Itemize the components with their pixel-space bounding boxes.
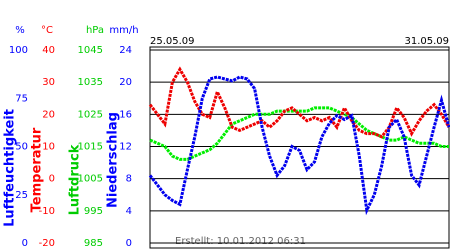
y-tick-label: 1015: [78, 142, 103, 153]
series-line: [148, 66, 450, 139]
y-tick-label: 985: [84, 238, 103, 249]
x-label-start: 25.05.09: [150, 36, 195, 47]
y-tick-label: 1005: [78, 174, 103, 185]
y-tick-label: 4: [126, 206, 132, 217]
y-tick-label: 20: [119, 77, 132, 88]
y-tick-label: 12: [119, 142, 132, 153]
plot-frame: [149, 46, 450, 249]
y-tick-label: 0: [49, 174, 55, 185]
series-line: [148, 75, 450, 216]
series-line: [149, 106, 449, 161]
y-tick-label: 24: [119, 45, 132, 56]
y-tick-label: 995: [84, 206, 103, 217]
axis-unit: hPa: [86, 25, 104, 36]
axis-unit: mm/h: [109, 25, 138, 36]
axis-title: Niederschlag: [106, 112, 121, 208]
y-tick-label: 10: [42, 142, 55, 153]
x-label-end: 31.05.09: [404, 36, 449, 47]
y-tick-label: 0: [22, 238, 28, 249]
y-tick-label: 50: [15, 142, 28, 153]
y-tick-label: 30: [42, 77, 55, 88]
y-tick-label: 1025: [78, 109, 103, 120]
y-tick-label: 25: [15, 190, 28, 201]
axis-unit: %: [15, 25, 25, 36]
y-tick-label: 1035: [78, 77, 103, 88]
y-tick-label: 75: [15, 93, 28, 104]
y-tick-label: 1045: [78, 45, 103, 56]
axis-title: Temperatur: [30, 127, 45, 212]
y-tick-label: 20: [42, 109, 55, 120]
y-tick-label: -20: [39, 238, 55, 249]
axis-title: Luftfeuchtigkeit: [3, 109, 18, 227]
y-tick-label: 0: [126, 238, 132, 249]
y-tick-label: 8: [126, 174, 132, 185]
footer: Erstellt: 10.01.2012 06:31: [175, 236, 306, 247]
y-tick-label: -10: [39, 206, 55, 217]
y-tick-label: 100: [9, 45, 28, 56]
axis-unit: °C: [41, 25, 53, 36]
y-tick-label: 40: [42, 45, 55, 56]
axis-title: Luftdruck: [68, 144, 83, 215]
y-tick-label: 16: [119, 109, 132, 120]
